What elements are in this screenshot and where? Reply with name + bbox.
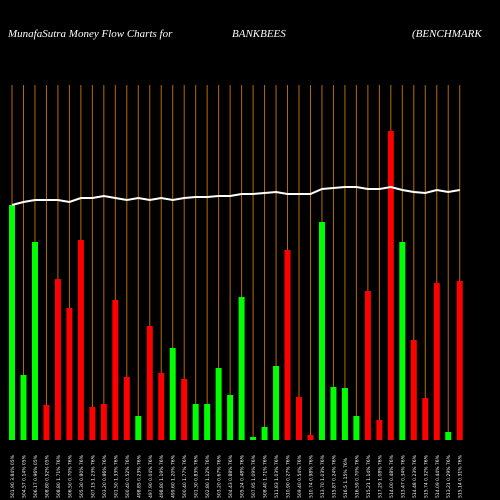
x-tick-label: 508.40 1.71% 76% [263, 454, 269, 498]
x-tick-label: 514.09 0.44% 76% [435, 454, 441, 498]
bar [192, 404, 199, 440]
x-tick-label: 517.29 1.08% 76% [377, 454, 383, 498]
bar [158, 373, 165, 440]
bar [387, 131, 394, 440]
bar [43, 405, 50, 440]
x-tick-label: 497.90 0.04% 76% [148, 454, 154, 498]
bar [376, 420, 383, 440]
x-tick-label: 502.80 1.12% 76% [205, 454, 211, 498]
bar [89, 407, 96, 440]
bar [9, 205, 15, 440]
bar [169, 348, 176, 440]
x-tick-label: 515.87 0.24% 76% [331, 454, 337, 498]
bar [422, 398, 429, 440]
x-tick-label: 510.74 0.98% 76% [308, 454, 314, 498]
bar [181, 379, 188, 440]
x-tick-label: 498.80 1.19% 76% [159, 454, 165, 498]
x-tick-label: 500.40 1.77% 76% [182, 454, 188, 498]
x-tick-label: 507.15 1.23% 76% [90, 454, 96, 498]
bar [307, 435, 314, 440]
bar [215, 368, 222, 440]
x-tick-label: 513.70 1.03% 76% [320, 454, 326, 498]
x-tick-label: 503.20 0.86% 76% [102, 454, 108, 498]
x-tick-label: 506.17 0.96% 05% [33, 454, 39, 498]
x-tick-label: 499.60 1.20% 76% [171, 454, 177, 498]
bar [204, 404, 211, 440]
x-tick-label: 515.21 1.14% 76% [366, 454, 372, 498]
x-tick-label: 504.57 0.14% 05% [21, 454, 27, 498]
bar [399, 242, 406, 440]
x-tick-label: 503.20 0.67% 76% [217, 454, 223, 498]
bar [66, 308, 73, 440]
bar [112, 300, 119, 440]
bar [353, 416, 360, 440]
subtitle: (BENCHMARK [412, 28, 482, 40]
x-tick-label: 501.90 3.84% 05% [10, 454, 16, 498]
bar [77, 240, 84, 440]
x-tick-label: 501.50 1.33% 76% [113, 454, 119, 498]
x-tick-label: 508.80 1.71% 76% [56, 454, 62, 498]
bar [20, 375, 27, 440]
bar [146, 326, 153, 440]
bar [100, 404, 107, 440]
x-tick-label: 510.90 0.27% 76% [286, 454, 292, 498]
bar [123, 377, 130, 440]
x-tick-label: 514.00 0.48% 76% [389, 454, 395, 498]
bar [364, 291, 371, 440]
x-tick-label: 506.50 0.70% 76% [67, 454, 73, 498]
bar [54, 279, 61, 440]
bar [31, 242, 38, 440]
bar [227, 395, 234, 440]
bar [135, 416, 142, 440]
x-tick-label: 513.47 0.34% 76% [400, 454, 406, 498]
x-tick-label: 505.24 0.48% 76% [240, 454, 246, 498]
x-tick-label: 505.30 0.80% 76% [79, 454, 85, 498]
bar [296, 397, 302, 440]
bar [433, 283, 440, 440]
bar [238, 297, 245, 440]
x-tick-label: 515.74 0.32% 76% [423, 454, 429, 498]
bar [318, 222, 325, 440]
x-tick-label: 504.43 0.88% 76% [228, 454, 234, 498]
bar [341, 388, 348, 440]
bar [284, 250, 291, 440]
x-tick-label: 507.95 1.09% 76% [251, 454, 257, 498]
x-tick-label: 514.48 0.23% 76% [412, 454, 418, 498]
bar [273, 366, 280, 440]
bar [445, 432, 452, 440]
x-tick-label: 515.14 0.31% 76% [458, 454, 464, 498]
x-tick-label: 498.85 0.23% 76% [136, 454, 142, 498]
bar [261, 427, 268, 440]
x-tick-label: 516.5 1.15% 76% [343, 457, 349, 498]
symbol: BANKBEES [232, 28, 286, 40]
bar [330, 387, 337, 440]
bar [250, 437, 257, 440]
x-tick-label: 508.80 0.52% 05% [44, 454, 50, 498]
x-tick-label: 500.40 0.52% 76% [125, 454, 131, 498]
x-tick-label: 513.21 0.29% 76% [446, 454, 452, 498]
bar [410, 340, 417, 440]
x-tick-label: 516.59 0.70% 76% [354, 454, 360, 498]
x-tick-label: 509.40 0.54% 76% [297, 454, 303, 498]
x-tick-label: 511.83 1.03% 76% [274, 454, 280, 498]
bar [456, 281, 463, 440]
money-flow-line [11, 185, 460, 206]
x-tick-label: 501.30 0.83% 76% [194, 454, 200, 498]
chart-title: MunafaSutra Money Flow Charts for [7, 28, 173, 40]
